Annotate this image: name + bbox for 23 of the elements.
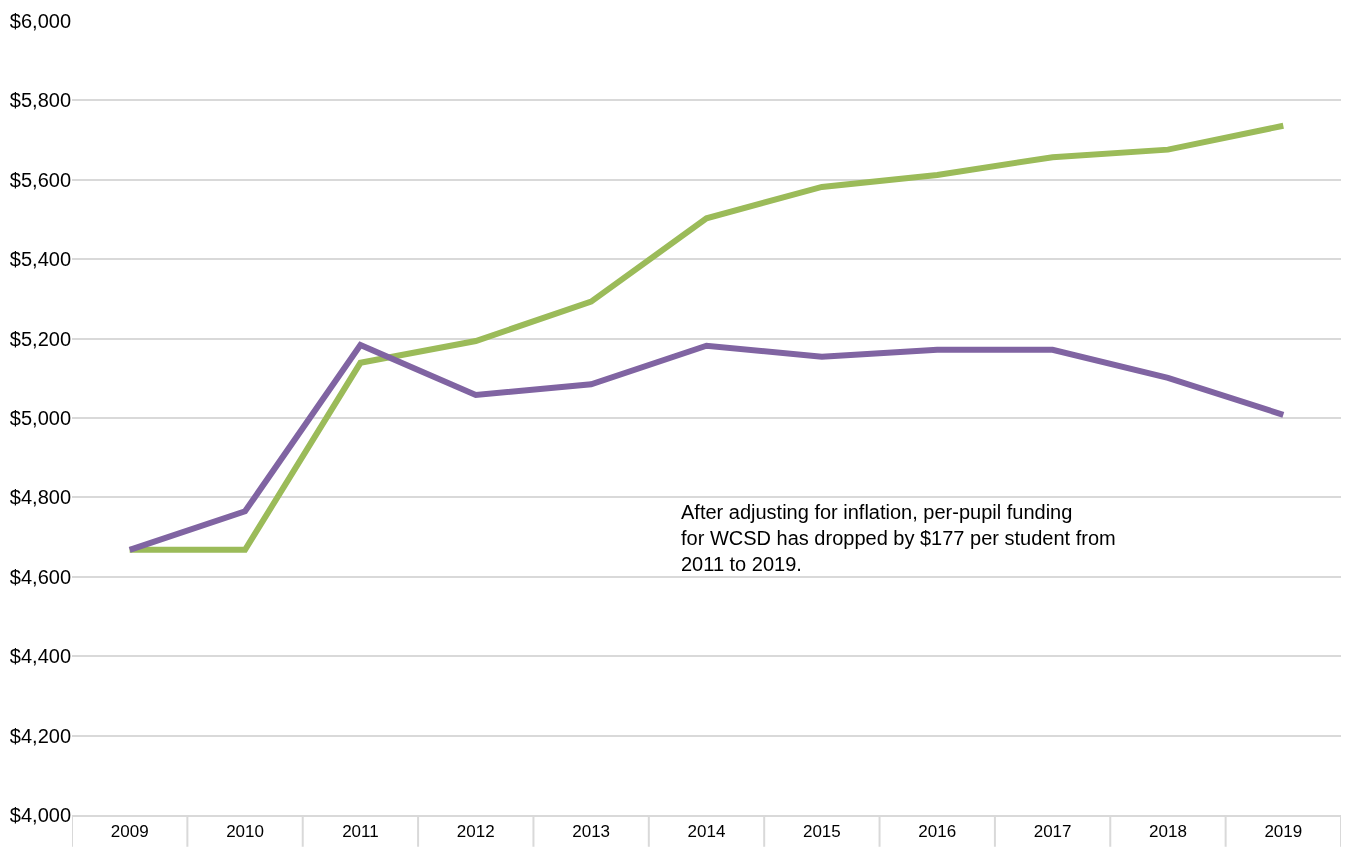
x-tick-label: 2019 (1264, 822, 1303, 842)
y-tick-label: $5,600 (9, 168, 71, 191)
y-tick-label: $5,400 (9, 248, 71, 271)
y-tick-label: $5,000 (9, 407, 71, 429)
x-tick-label: 2010 (226, 822, 264, 842)
y-tick-label: $6,000 (9, 10, 71, 32)
x-tick-label: 2012 (456, 822, 495, 842)
annotation: After adjusting for inflation, per-pupil funding for WCSD has dropped by $177 per student from 2011 to 2019. (681, 501, 1116, 575)
y-tick-label: $4,200 (9, 724, 71, 747)
x-tick-label: 2018 (1149, 822, 1187, 842)
y-tick-label: $5,800 (9, 89, 71, 112)
y-tick-label: $5,200 (9, 327, 71, 350)
x-tick-label: 2017 (1033, 822, 1072, 842)
x-tick-label: 2014 (687, 822, 726, 842)
x-tick-label: 2009 (110, 822, 149, 842)
x-tick-label: 2013 (572, 822, 611, 842)
x-tick-label: 2011 (342, 822, 379, 842)
y-tick-label: $4,400 (9, 645, 71, 668)
y-tick-label: $4,800 (9, 486, 71, 509)
y-tick-label: $4,600 (9, 565, 71, 588)
x-tick-label: 2016 (918, 822, 957, 842)
x-tick-label: 2015 (802, 822, 841, 842)
y-tick-label: $4,000 (9, 804, 71, 826)
